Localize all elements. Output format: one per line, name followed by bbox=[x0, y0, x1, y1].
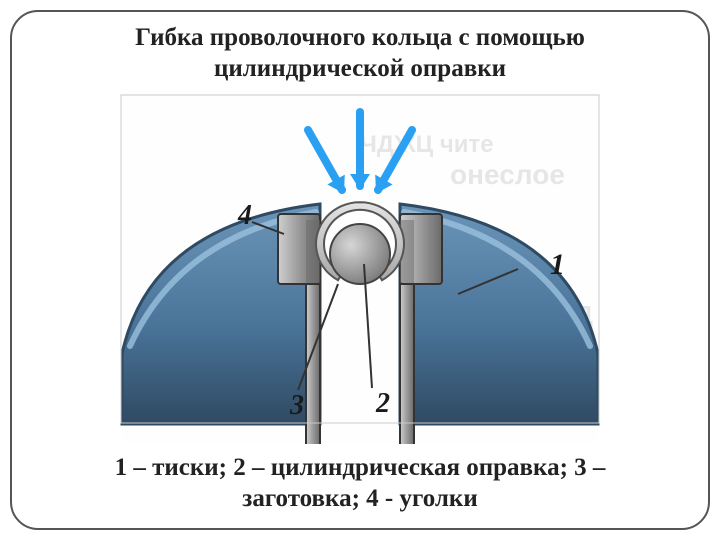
callout-2: 2 bbox=[375, 388, 390, 419]
caption: 1 – тиски; 2 – цилиндрическая оправка; 3… bbox=[12, 452, 708, 515]
content-card: Гибка проволочного кольца с помощью цили… bbox=[10, 10, 710, 530]
title: Гибка проволочного кольца с помощью цили… bbox=[12, 12, 708, 89]
title-line-1: Гибка проволочного кольца с помощью bbox=[135, 24, 585, 51]
title-line-2: цилиндрической оправки bbox=[214, 55, 506, 82]
callout-4: 4 bbox=[237, 200, 252, 231]
diagram-svg: ЧДЖЦ читеонеслоеЭН КИННЭДЗНЖКОДokam.ru12… bbox=[120, 94, 600, 444]
caption-line-1: 1 – тиски; 2 – цилиндрическая оправка; 3… bbox=[115, 454, 606, 481]
figure: ЧДЖЦ читеонеслоеЭН КИННЭДЗНЖКОДokam.ru12… bbox=[120, 94, 600, 444]
caption-line-2: заготовка; 4 - уголки bbox=[242, 485, 477, 512]
svg-text:онеслое: онеслое bbox=[450, 159, 565, 190]
callout-1: 1 bbox=[550, 248, 565, 281]
svg-text:ЧДЖЦ чите: ЧДЖЦ чите bbox=[360, 131, 494, 158]
callout-3: 3 bbox=[289, 390, 304, 421]
